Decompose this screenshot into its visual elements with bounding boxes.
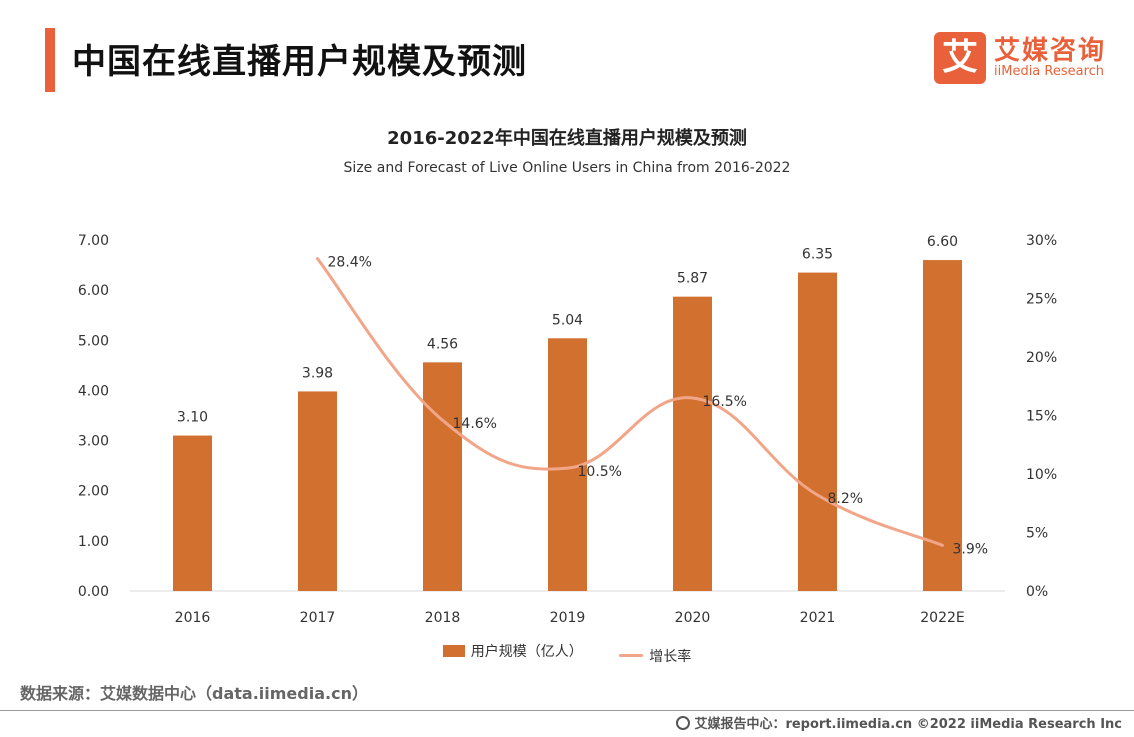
- bar-value-label: 3.98: [302, 365, 333, 381]
- legend-label-users: 用户规模（亿人）: [470, 644, 583, 660]
- y-right-tick-label: 25%: [1026, 292, 1057, 308]
- y-left-tick-label: 2.00: [78, 484, 109, 500]
- footer-text: 艾媒报告中心：report.iimedia.cn ©2022 iiMedia R…: [694, 717, 1122, 732]
- chart-subtitle: Size and Forecast of Live Online Users i…: [343, 160, 791, 176]
- y-left-tick-label: 0.00: [78, 584, 109, 600]
- growth-rate-label: 10.5%: [578, 464, 622, 480]
- y-left-tick-label: 7.00: [78, 233, 109, 249]
- legend-label-growth: 增长率: [649, 648, 692, 665]
- logo-name-cn: 艾媒咨询: [994, 36, 1107, 66]
- x-tick-label: 2021: [800, 610, 836, 626]
- bar-2017: [298, 391, 337, 591]
- footer: 艾媒报告中心：report.iimedia.cn ©2022 iiMedia R…: [676, 713, 1122, 732]
- legend-item-growth: 增长率: [619, 646, 691, 666]
- growth-rate-line: [316, 257, 944, 547]
- bar-2021: [798, 272, 837, 591]
- y-left-tick-label: 1.00: [78, 534, 109, 550]
- bar-value-label: 5.87: [677, 271, 708, 287]
- x-tick-label: 2016: [175, 610, 211, 626]
- bar-value-label: 6.35: [802, 247, 833, 263]
- page-title: 中国在线直播用户规模及预测: [72, 42, 527, 82]
- y-left-tick-label: 3.00: [78, 434, 109, 450]
- bar-2022E: [923, 260, 962, 591]
- x-tick-label: 2020: [675, 610, 711, 626]
- y-right-tick-label: 0%: [1026, 584, 1048, 600]
- growth-rate-label: 28.4%: [328, 255, 372, 271]
- y-left-tick-label: 4.00: [78, 383, 109, 399]
- logo-mark-icon: 艾: [934, 32, 986, 84]
- y-right-tick-label: 20%: [1026, 350, 1057, 366]
- bar-2018: [423, 362, 462, 591]
- legend-bar-swatch: [442, 645, 465, 657]
- bar-2016: [173, 435, 212, 591]
- legend-line-swatch: [619, 654, 644, 657]
- x-tick-label: 2017: [300, 610, 336, 626]
- x-tick-label: 2019: [550, 610, 586, 626]
- bar-value-label: 5.04: [552, 312, 583, 328]
- bar-value-label: 4.56: [427, 336, 458, 352]
- x-tick-label: 2018: [425, 610, 461, 626]
- title-accent-bar: [45, 28, 55, 92]
- y-right-tick-label: 30%: [1026, 233, 1057, 249]
- growth-rate-label: 8.2%: [828, 491, 864, 507]
- bar-value-label: 3.10: [177, 410, 208, 426]
- x-tick-label: 2022E: [920, 610, 964, 626]
- growth-rate-label: 14.6%: [453, 416, 497, 432]
- chart-title: 2016-2022年中国在线直播用户规模及预测: [387, 128, 747, 149]
- logo-name-en: iiMedia Research: [994, 64, 1105, 79]
- bar-2020: [673, 296, 712, 591]
- growth-rate-label: 3.9%: [953, 541, 989, 557]
- bar-value-label: 6.60: [927, 234, 958, 250]
- y-right-tick-label: 10%: [1026, 467, 1057, 483]
- growth-rate-label: 16.5%: [703, 394, 747, 410]
- globe-icon: [676, 715, 691, 730]
- y-right-tick-label: 15%: [1026, 409, 1057, 425]
- data-source: 数据来源：艾媒数据中心（data.iimedia.cn）: [20, 684, 368, 703]
- y-left-tick-label: 5.00: [78, 333, 109, 349]
- y-left-tick-label: 6.00: [78, 283, 109, 299]
- chart-legend: 用户规模（亿人） 增长率: [0, 641, 1134, 666]
- legend-item-users: 用户规模（亿人）: [442, 641, 583, 661]
- y-right-tick-label: 5%: [1026, 526, 1048, 542]
- footer-divider: [0, 710, 1134, 711]
- brand-logo: 艾 艾媒咨询 iiMedia Research: [934, 30, 1124, 88]
